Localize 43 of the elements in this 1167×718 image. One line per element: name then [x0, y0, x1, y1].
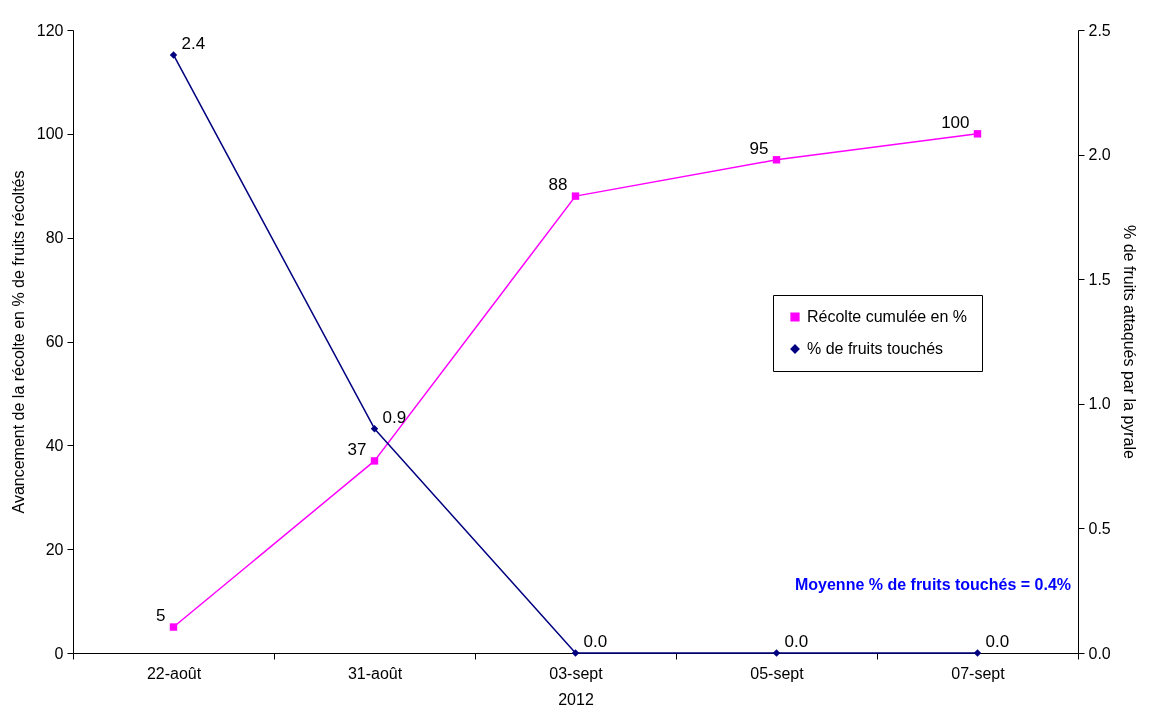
point [973, 649, 982, 657]
data-label: 100 [941, 112, 970, 132]
point [571, 192, 580, 200]
data-label: 0.0 [985, 632, 1010, 651]
y2-axis-title: % de fruits attaqués par la pyrale [1120, 225, 1138, 460]
point [370, 425, 379, 433]
data-label: 5 [156, 606, 166, 626]
data-label: 2.4 [181, 33, 206, 53]
y2-tick-label: 2.5 [1088, 21, 1111, 39]
data-label: 88 [548, 175, 568, 195]
x-tick-label: 07-sept [951, 664, 1006, 682]
point [772, 649, 781, 657]
data-label: 0.9 [382, 407, 407, 427]
legend-label: % de fruits touchés [807, 340, 944, 357]
point [973, 130, 982, 138]
point [571, 649, 580, 657]
x-axis-title: 2012 [558, 690, 594, 708]
y2-tick-label: 1.5 [1088, 270, 1111, 288]
y2-tick-label: 0.5 [1088, 519, 1111, 537]
x-tick-label: 05-sept [750, 664, 805, 682]
data-label: 0.0 [583, 632, 608, 651]
x-tick-label: 31-août [347, 664, 403, 682]
y2-tick-label: 2.0 [1088, 146, 1111, 164]
annotation: Moyenne % de fruits touchés = 0.4% [794, 576, 1072, 593]
y2-tick-label: 0.0 [1088, 644, 1111, 662]
y2-tick-label: 1.0 [1088, 395, 1111, 413]
data-label: 37 [347, 439, 367, 459]
point [169, 51, 178, 59]
y-tick-label: 40 [45, 436, 64, 454]
y-tick-label: 80 [45, 229, 64, 247]
y-tick-label: 0 [54, 644, 64, 662]
y-tick-label: 60 [45, 333, 64, 350]
y-tick-label: 120 [36, 21, 64, 39]
point [169, 623, 178, 631]
y-tick-label: 100 [36, 125, 64, 143]
point [370, 457, 379, 465]
legend-label: Récolte cumulée en % [807, 308, 968, 325]
data-label: 95 [749, 138, 769, 158]
data-label: 0.0 [784, 632, 809, 651]
x-tick-label: 22-août [146, 664, 202, 682]
y-tick-label: 20 [45, 540, 64, 558]
x-tick-label: 03-sept [549, 664, 604, 682]
y-axis-title: Avancement de la récolte en % de fruits récoltés [9, 170, 27, 514]
